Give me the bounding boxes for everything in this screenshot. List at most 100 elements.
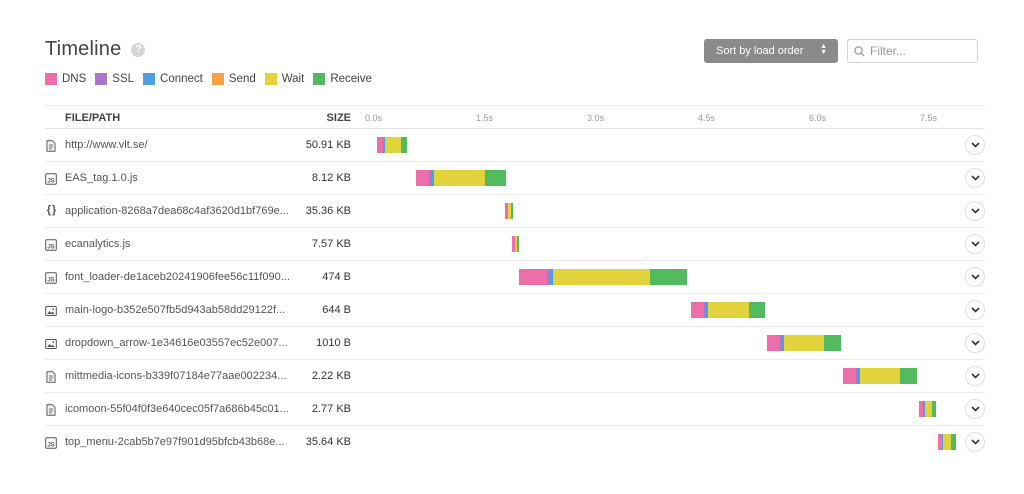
file-size: 35.64 KB	[305, 436, 351, 448]
expand-row-button[interactable]	[965, 300, 985, 320]
chevron-down-icon	[970, 307, 980, 313]
legend-item-ssl: SSL	[95, 73, 134, 85]
time-tick: 3.0s	[587, 113, 605, 123]
bar-segment-wait	[508, 203, 511, 219]
bar-segment-dns	[376, 137, 384, 153]
file-path: EAS_tag.1.0.js	[65, 172, 138, 184]
bar-segment-dns	[512, 236, 515, 252]
file-path: http://www.vlt.se/	[65, 139, 148, 151]
bar-segment-connect	[431, 170, 434, 186]
image-file-icon	[45, 338, 57, 350]
bar-segment-dns	[691, 302, 705, 318]
chevron-down-icon	[970, 373, 980, 379]
bar-segment-dns	[505, 203, 509, 219]
bar-segment-connect	[857, 368, 860, 384]
time-tick: 7.5s	[920, 113, 938, 123]
script-file-icon: JS	[45, 272, 57, 284]
waterfall-bar	[766, 335, 841, 351]
script-file-icon: JS	[45, 437, 57, 449]
document-icon	[45, 404, 57, 416]
filter-box[interactable]	[847, 39, 978, 63]
request-row[interactable]: icomoon-55f04f0f3e640cec05f7a686b45c01..…	[45, 393, 985, 426]
chevron-down-icon	[970, 175, 980, 181]
bar-segment-receive	[748, 302, 766, 318]
legend-swatch	[211, 73, 224, 85]
bar-segment-ssl	[546, 269, 549, 285]
file-size: 644 B	[322, 304, 351, 316]
bar-segment-connect	[383, 137, 385, 153]
expand-row-button[interactable]	[965, 234, 985, 254]
file-path: application-8268a7dea68c4af3620d1bf769e.…	[65, 205, 289, 217]
expand-row-button[interactable]	[965, 399, 985, 419]
expand-row-button[interactable]	[965, 333, 985, 353]
file-size: 35.36 KB	[305, 205, 351, 217]
waterfall-bar	[842, 368, 917, 384]
chevron-down-icon	[970, 142, 980, 148]
bar-segment-wait	[433, 170, 486, 186]
legend-item-wait: Wait	[264, 73, 304, 85]
file-size: 2.77 KB	[311, 403, 351, 415]
waterfall-bar	[415, 170, 507, 186]
bar-segment-dns	[766, 335, 780, 351]
request-row[interactable]: JS top_menu-2cab5b7e97f901d95bfcb43b68e..…	[45, 426, 985, 459]
legend-swatch	[45, 73, 57, 85]
request-row[interactable]: mittmedia-icons-b339f07184e77aae002234..…	[45, 360, 985, 393]
filter-input[interactable]	[870, 44, 970, 58]
expand-row-button[interactable]	[965, 267, 985, 287]
waterfall-bar	[519, 269, 687, 285]
bar-segment-wait	[384, 137, 401, 153]
bar-segment-receive	[517, 236, 520, 252]
help-icon[interactable]: ?	[131, 42, 146, 57]
document-icon	[45, 371, 57, 383]
legend-label: Send	[228, 73, 256, 85]
chevron-down-icon	[970, 241, 980, 247]
time-tick: 4.5s	[698, 113, 716, 123]
expand-row-button[interactable]	[965, 201, 985, 221]
waterfall-bar	[376, 137, 407, 153]
bar-segment-ssl	[704, 302, 706, 318]
column-header-file[interactable]: FILE/PATH	[65, 112, 121, 124]
svg-text:JS: JS	[47, 178, 54, 184]
sort-dropdown-button[interactable]: Sort by load order ▲ ▼	[704, 39, 838, 63]
bar-segment-connect	[548, 269, 554, 285]
bar-segment-dns	[919, 401, 924, 417]
bar-segment-receive	[510, 203, 513, 219]
time-tick: 1.5s	[476, 113, 494, 123]
bar-segment-connect	[941, 434, 944, 450]
bar-segment-ssl	[429, 170, 432, 186]
bar-segment-dns	[519, 269, 547, 285]
expand-row-button[interactable]	[965, 168, 985, 188]
request-row[interactable]: main-logo-b352e507fb5d943ab58dd29122f...…	[45, 294, 985, 327]
expand-row-button[interactable]	[965, 366, 985, 386]
file-path: dropdown_arrow-1e34616e03557ec52e007...	[65, 337, 288, 349]
expand-row-button[interactable]	[965, 135, 985, 155]
bar-segment-receive	[649, 269, 687, 285]
bar-segment-receive	[900, 368, 917, 384]
bar-segment-connect	[781, 335, 784, 351]
legend-label: DNS	[62, 73, 87, 85]
expand-row-button[interactable]	[965, 432, 985, 452]
sort-label: Sort by load order	[716, 45, 804, 57]
waterfall-bar	[937, 434, 956, 450]
bar-segment-ssl	[779, 335, 782, 351]
waterfall-bar	[691, 302, 766, 318]
request-row[interactable]: JS font_loader-de1aceb20241906fee56c11f09…	[45, 261, 985, 294]
legend-item-connect: Connect	[143, 73, 203, 85]
bar-segment-wait	[943, 434, 951, 450]
request-row[interactable]: JS ecanalytics.js 7.57 KB	[45, 228, 985, 261]
sort-caret-icon: ▲ ▼	[820, 43, 827, 56]
request-row[interactable]: http://www.vlt.se/50.91 KB	[45, 129, 985, 162]
bar-segment-wait	[859, 368, 901, 384]
waterfall-bar	[505, 203, 513, 219]
file-path: top_menu-2cab5b7e97f901d95bfcb43b68e...	[65, 436, 285, 448]
file-path: mittmedia-icons-b339f07184e77aae002234..…	[65, 370, 287, 382]
file-path: ecanalytics.js	[65, 238, 131, 250]
file-size: 50.91 KB	[305, 139, 351, 151]
file-path: font_loader-de1aceb20241906fee56c11f090.…	[65, 271, 290, 283]
request-row[interactable]: JS EAS_tag.1.0.js 8.12 KB	[45, 162, 985, 195]
column-header-size[interactable]: SIZE	[326, 112, 351, 124]
legend-item-receive: Receive	[313, 73, 372, 85]
request-row[interactable]: dropdown_arrow-1e34616e03557ec52e007... 1…	[45, 327, 985, 360]
request-row[interactable]: { } application-8268a7dea68c4af3620d1bf76…	[45, 195, 985, 228]
bar-segment-connect	[705, 302, 709, 318]
